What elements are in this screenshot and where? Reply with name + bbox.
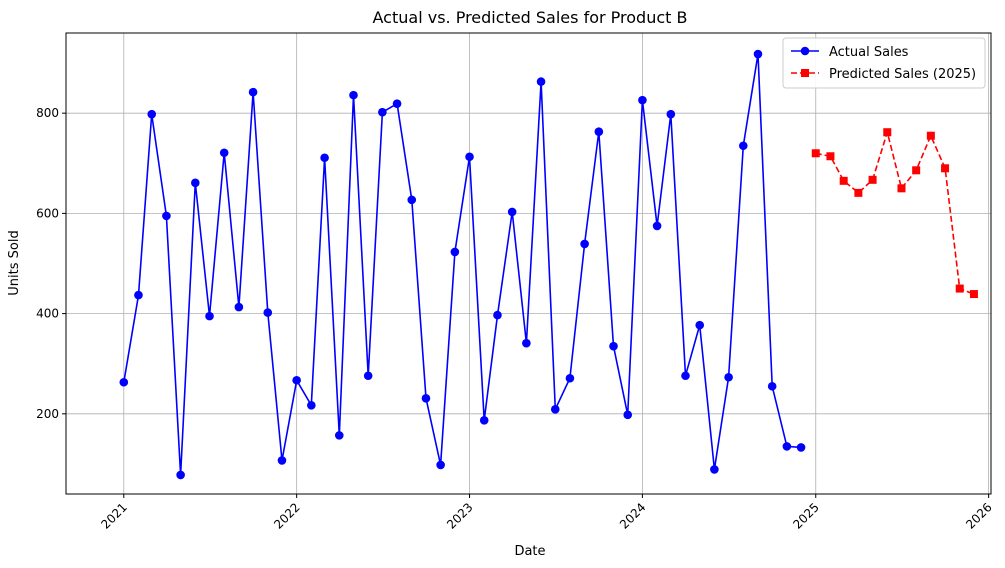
data-point (609, 341, 618, 351)
data-point (205, 311, 214, 321)
data-point (421, 393, 431, 403)
data-point (897, 184, 906, 193)
data-point (536, 77, 546, 86)
data-point (565, 373, 575, 383)
data-point (334, 431, 344, 440)
data-point (782, 442, 792, 451)
x-axis-title: Date (514, 544, 545, 559)
y-tick-label: 800 (36, 106, 59, 120)
data-point (119, 377, 129, 387)
data-point (594, 127, 604, 137)
data-point (176, 470, 185, 480)
legend-marker (800, 46, 810, 56)
data-point (363, 371, 373, 381)
x-tick-label: 2025 (790, 500, 821, 531)
data-point (839, 176, 848, 185)
series-line (123, 53, 802, 476)
data-point (378, 107, 387, 117)
data-point (162, 211, 171, 221)
data-point (407, 195, 417, 205)
data-point (450, 247, 460, 257)
data-point (738, 141, 748, 151)
y-axis-title: Units Sold (7, 230, 22, 295)
data-point (753, 49, 763, 59)
data-point (147, 109, 157, 119)
data-point (681, 371, 690, 381)
data-point (292, 375, 301, 385)
data-point (710, 465, 719, 474)
data-point (623, 410, 633, 420)
data-point (767, 381, 777, 391)
data-point (883, 128, 892, 137)
data-point (248, 87, 258, 97)
data-point (724, 372, 733, 382)
data-point (912, 166, 921, 175)
data-point (926, 131, 935, 140)
data-point (436, 460, 445, 470)
data-point (868, 175, 877, 184)
data-point (854, 188, 863, 197)
data-point (955, 284, 964, 293)
data-point (550, 405, 560, 414)
x-tick-label: 2023 (444, 500, 475, 531)
legend-entry: Actual Sales (791, 45, 909, 60)
y-tick-label: 400 (36, 307, 59, 321)
data-point (638, 95, 647, 105)
data-point (479, 416, 489, 425)
data-point (826, 152, 835, 161)
data-point (191, 178, 200, 188)
data-point (522, 338, 531, 348)
data-point (941, 164, 950, 173)
chart-title: Actual vs. Predicted Sales for Product B (373, 8, 688, 27)
data-point (320, 153, 329, 163)
y-tick-label: 200 (36, 407, 59, 421)
x-tick-label: 2024 (617, 500, 648, 531)
legend-label: Predicted Sales (2025) (829, 67, 976, 82)
data-point (392, 99, 402, 108)
data-point (493, 310, 502, 320)
y-tick-label: 600 (36, 206, 59, 220)
data-point (666, 109, 676, 119)
data-point (234, 302, 244, 312)
legend-label: Actual Sales (829, 45, 909, 60)
data-point (307, 401, 316, 410)
series-predicted-sales (811, 128, 978, 299)
grid-lines (66, 33, 991, 494)
data-point (219, 148, 229, 158)
legend: Actual Sales Predicted Sales (2025) (782, 37, 986, 89)
data-point (277, 456, 287, 465)
series-actual-sales (119, 49, 806, 480)
legend-box (782, 37, 986, 89)
data-point (465, 152, 474, 162)
series-line (815, 129, 975, 295)
x-tick-label: 2022 (271, 500, 302, 531)
data-point (263, 308, 273, 317)
data-point (349, 90, 358, 100)
data-point (580, 239, 589, 249)
legend-marker (801, 69, 809, 77)
x-tick-label: 2021 (98, 500, 129, 531)
x-tick-label: 2026 (963, 500, 994, 531)
data-point (134, 290, 143, 300)
data-point (652, 221, 662, 231)
legend-entry: Predicted Sales (2025) (791, 67, 976, 82)
plot-frame (65, 32, 992, 495)
data-point (811, 149, 820, 158)
data-point (796, 443, 806, 452)
data-point (507, 207, 517, 217)
series-layer (119, 49, 978, 480)
data-point (969, 290, 978, 299)
data-point (695, 320, 705, 330)
